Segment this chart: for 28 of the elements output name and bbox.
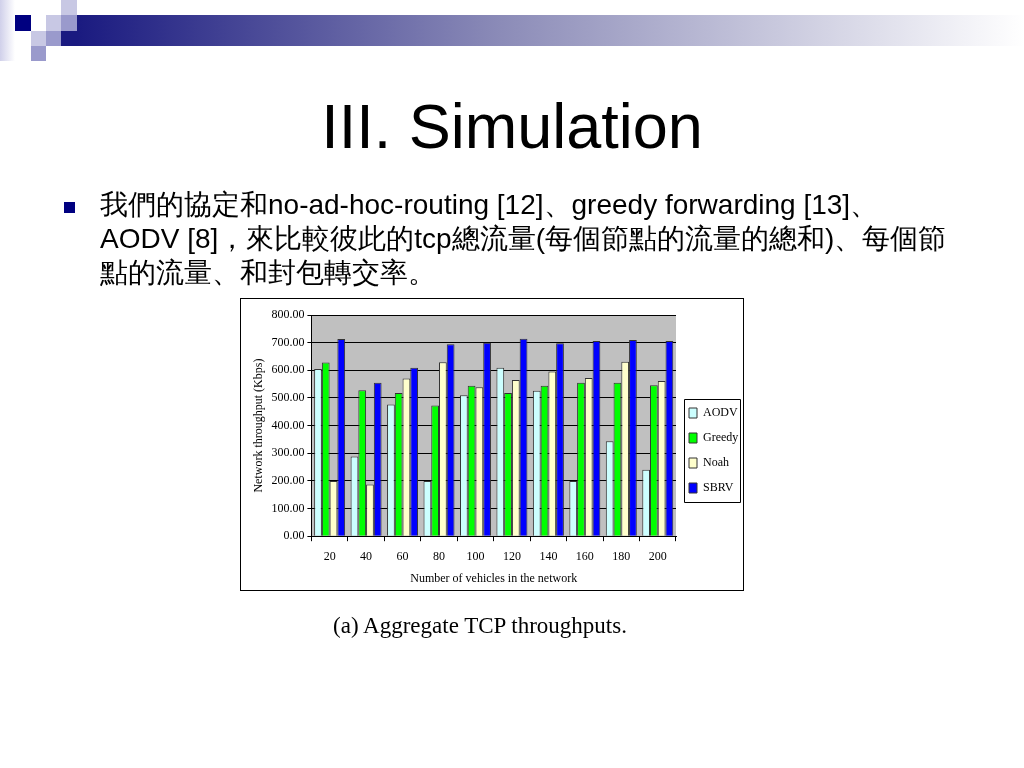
x-tick-label: 80 [433, 548, 446, 563]
text: 我們的協定和no-ad-hoc-routing [12]、greedy forwarding [13]、AODV [8]，來比較彼此的tcp總流量(每個節點的流量的總和)、每個節點的流量、和封包轉交率。 [100, 189, 947, 288]
y-tick-label: 300.00 [271, 445, 305, 460]
y-tick-label: 600.00 [271, 362, 305, 377]
x-tick-label: 60 [396, 548, 409, 563]
chart-title: III. Simulation [320, 90, 704, 163]
legend-label: Noah [703, 455, 729, 470]
y-tick-label: 800.00 [271, 307, 305, 322]
x-tick-label: 100 [466, 548, 485, 563]
x-tick-label: 200 [648, 548, 667, 563]
y-tick-label: 0.00 [283, 528, 305, 543]
x-tick-label: 180 [612, 548, 631, 563]
text: (a) Aggregate TCP throughputs. [332, 612, 628, 640]
x-tick-label: 160 [575, 548, 594, 563]
legend-label: AODV [703, 405, 738, 420]
x-tick-label: 20 [323, 548, 336, 563]
legend-label: Greedy [703, 430, 739, 445]
x-tick-label: 120 [502, 548, 521, 563]
legend-label: SBRV [703, 480, 734, 495]
y-axis-title: Network throughput (Kbps) [251, 358, 266, 493]
y-tick-label: 100.00 [271, 500, 305, 515]
y-tick-label: 500.00 [271, 390, 305, 405]
y-tick-label: 200.00 [271, 473, 305, 488]
x-axis-title: Number of vehicles in the network [410, 570, 578, 585]
x-tick-label: 140 [539, 548, 558, 563]
x-tick-label: 40 [360, 548, 373, 563]
y-tick-label: 700.00 [271, 334, 305, 349]
y-tick-label: 400.00 [271, 417, 305, 432]
